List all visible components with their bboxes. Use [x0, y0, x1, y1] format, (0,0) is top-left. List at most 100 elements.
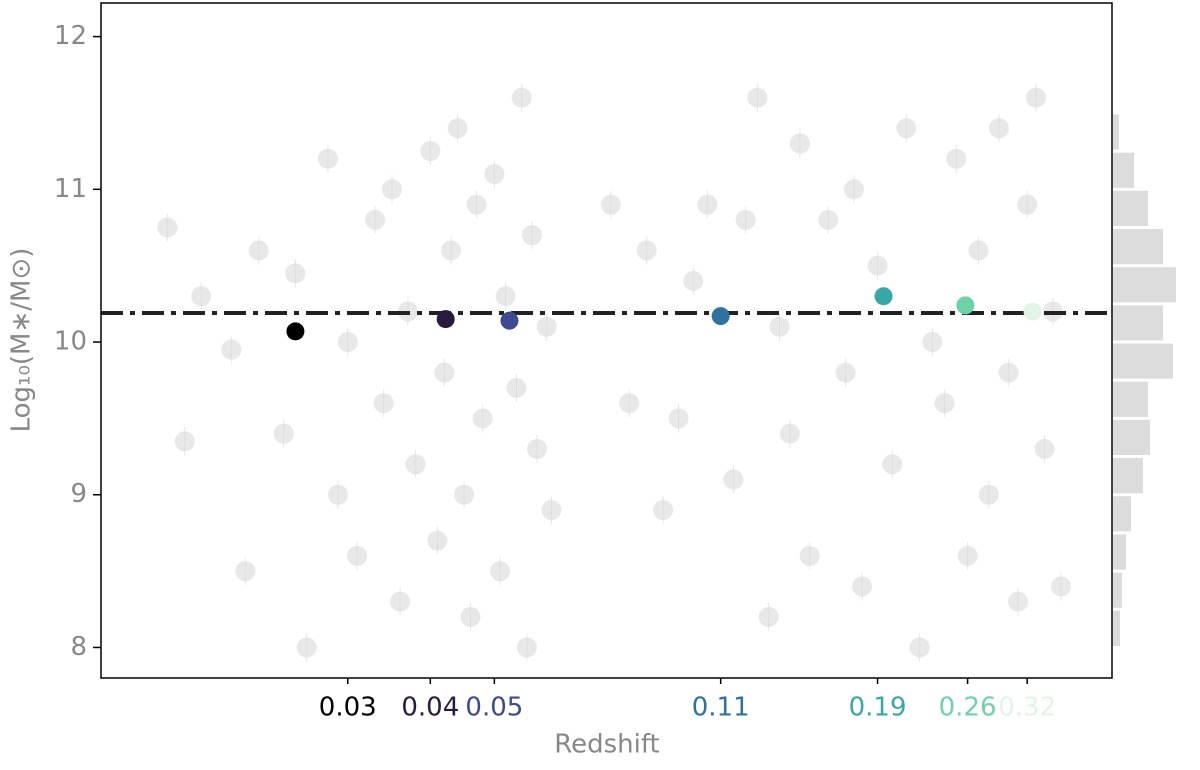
background-point — [495, 286, 516, 307]
background-point — [723, 469, 744, 490]
histogram-bar — [1113, 267, 1176, 303]
background-point — [769, 316, 790, 337]
histogram-bar — [1113, 496, 1131, 532]
y-axis-label: Log₁₀(M∗/M⊙) — [7, 248, 37, 433]
background-point — [420, 141, 441, 162]
background-point — [882, 454, 903, 475]
background-point — [653, 500, 674, 521]
background-point — [799, 545, 820, 566]
background-point — [988, 118, 1009, 139]
background-point — [273, 423, 294, 444]
background-point — [285, 263, 306, 284]
background-point — [852, 576, 873, 597]
background-point — [619, 393, 640, 414]
background-point — [683, 270, 704, 291]
background-point — [526, 438, 547, 459]
background-point — [835, 362, 856, 383]
y-tick-label: 10 — [54, 327, 87, 357]
highlight-point — [711, 307, 730, 326]
histogram-bar — [1113, 190, 1148, 226]
background-point — [968, 240, 989, 261]
background-point — [427, 530, 448, 551]
histogram-bar — [1113, 305, 1163, 341]
background-point — [381, 179, 402, 200]
background-point — [735, 209, 756, 230]
background-point — [758, 606, 779, 627]
background-point — [909, 637, 930, 658]
x-axis-label: Redshift — [554, 730, 660, 760]
background-point — [484, 164, 505, 185]
background-point — [460, 606, 481, 627]
background-point — [1008, 591, 1029, 612]
background-point — [1026, 87, 1047, 108]
x-tick-label: 0.04 — [401, 693, 459, 723]
background-point — [789, 133, 810, 154]
histogram-bar — [1113, 610, 1120, 646]
background-point — [174, 431, 195, 452]
background-point — [296, 637, 317, 658]
histogram-bar — [1113, 228, 1163, 265]
background-point — [506, 377, 527, 398]
background-point — [1034, 438, 1055, 459]
background-point — [843, 179, 864, 200]
y-tick-label: 8 — [70, 632, 87, 662]
background-point — [373, 393, 394, 414]
background-point — [511, 87, 532, 108]
histogram-bar — [1113, 381, 1148, 417]
background-point — [347, 545, 368, 566]
x-tick-label: 0.26 — [939, 693, 997, 723]
background-point — [441, 240, 462, 261]
background-point — [157, 217, 178, 238]
background-point — [191, 286, 212, 307]
highlight-point — [874, 287, 893, 306]
background-point — [896, 118, 917, 139]
background-point — [390, 591, 411, 612]
x-tick-label: 0.32 — [998, 693, 1056, 723]
y-tick-label: 12 — [54, 21, 87, 51]
background-point — [516, 637, 537, 658]
background-point — [998, 362, 1019, 383]
histogram-bar — [1113, 419, 1150, 456]
x-tick-label: 0.19 — [849, 693, 907, 723]
background-point — [600, 194, 621, 215]
histogram-bar — [1113, 534, 1126, 570]
background-point — [697, 194, 718, 215]
highlight-point — [436, 310, 455, 329]
background-point — [490, 561, 511, 582]
background-point — [365, 209, 386, 230]
background-point — [248, 240, 269, 261]
background-point — [922, 332, 943, 353]
background-point — [1017, 194, 1038, 215]
highlight-point — [1023, 302, 1042, 321]
background-point — [668, 408, 689, 429]
histogram-bar — [1113, 343, 1173, 379]
highlight-point — [500, 311, 519, 330]
background-point — [779, 423, 800, 444]
plot-frame — [100, 2, 1113, 679]
background-point — [536, 316, 557, 337]
background-point — [747, 87, 768, 108]
background-point — [978, 484, 999, 505]
highlight-point — [956, 296, 975, 315]
y-tick-label: 11 — [54, 174, 87, 204]
background-point — [957, 545, 978, 566]
histogram-bar — [1113, 152, 1134, 188]
histogram-bar — [1113, 114, 1119, 150]
x-tick-label: 0.03 — [319, 693, 377, 723]
histogram-bar — [1113, 458, 1143, 494]
background-point — [466, 194, 487, 215]
background-point — [235, 561, 256, 582]
y-tick-label: 9 — [70, 479, 87, 509]
background-point — [472, 408, 493, 429]
background-point — [337, 332, 358, 353]
background-point — [934, 393, 955, 414]
background-point — [405, 454, 426, 475]
background-point — [221, 339, 242, 360]
background-point — [434, 362, 455, 383]
x-tick-label: 0.05 — [465, 693, 523, 723]
x-tick-label: 0.11 — [692, 693, 750, 723]
background-point — [447, 118, 468, 139]
highlight-point — [286, 322, 305, 341]
